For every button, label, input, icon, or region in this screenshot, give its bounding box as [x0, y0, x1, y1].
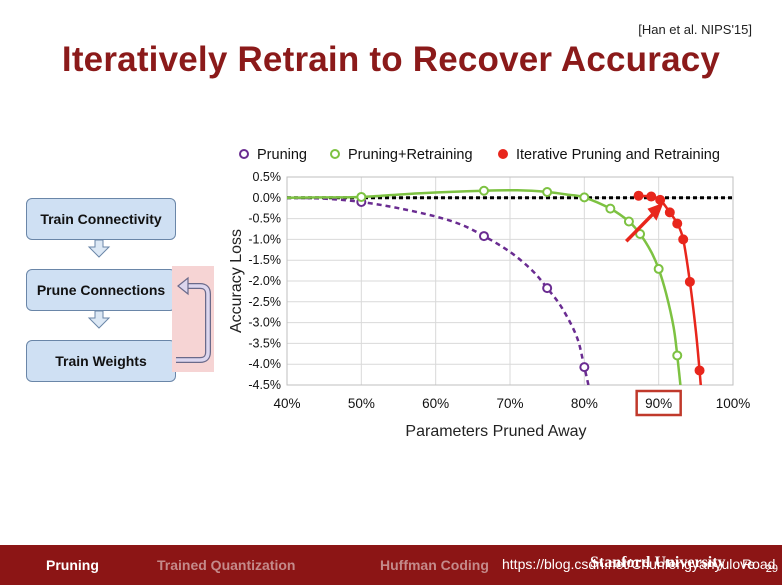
train-weights-box: Train Weights: [26, 340, 176, 382]
y-tick-label: -3.5%: [248, 336, 281, 350]
data-point: [579, 362, 590, 373]
legend-label: Iterative Pruning and Retraining: [516, 147, 720, 163]
footer-item-huffman-coding: Huffman Coding: [380, 557, 489, 573]
data-point: [646, 191, 657, 202]
page-title: Iteratively Retrain to Recover Accuracy: [61, 40, 721, 79]
y-tick-label: -2.0%: [248, 274, 281, 288]
stanford-brand: Stanford University: [590, 554, 726, 571]
legend-marker: [498, 149, 508, 159]
data-point: [605, 203, 616, 214]
x-tick-label: 60%: [422, 396, 449, 411]
data-point: [678, 234, 689, 245]
plot-frame: [286, 176, 734, 386]
x-tick-label: 90%: [645, 396, 672, 411]
y-tick-label: -1.0%: [248, 232, 281, 246]
footer-item-trained-quantization: Trained Quantization: [157, 557, 296, 573]
y-tick-label: -2.5%: [248, 295, 281, 309]
y-axis-label: Accuracy Loss: [228, 229, 245, 333]
x-tick-label: 70%: [496, 396, 523, 411]
data-point: [356, 191, 367, 202]
data-point: [542, 283, 553, 294]
data-point: [655, 194, 666, 205]
y-tick-label: -4.0%: [248, 357, 281, 371]
watermark-url: https://blog.csdn.net/Chunfengyanyulove: [502, 556, 755, 572]
data-point: [579, 192, 590, 203]
watermark-overlay: Road: [742, 556, 776, 572]
series-line-2: [638, 194, 703, 385]
data-point: [478, 231, 489, 242]
series-line-0: [287, 196, 590, 385]
x-axis-label: Parameters Pruned Away: [405, 423, 586, 440]
footer: Pruning Trained Quantization Huffman Cod…: [0, 545, 782, 585]
citation: [Han et al. NIPS'15]: [638, 22, 752, 37]
data-point: [623, 216, 634, 227]
legend-label: Pruning: [257, 147, 307, 163]
series-line-1: [287, 188, 682, 385]
y-tick-label: -4.5%: [248, 378, 281, 392]
prune-connections-box: Prune Connections: [26, 269, 176, 311]
y-tick-label: 0.0%: [253, 191, 282, 205]
y-tick-label: 0.5%: [253, 170, 282, 184]
annotation-arrowhead-icon: [647, 202, 664, 221]
x-tick-label: 100%: [716, 396, 751, 411]
data-point: [478, 185, 489, 196]
data-point: [672, 218, 683, 229]
chart: 0.5% 0.0% -0.5% -1.0% -1.5% -2.0% -2.5% -3.0% -3…: [228, 147, 751, 440]
page-number: 29: [765, 563, 778, 575]
x-tick-label: 50%: [348, 396, 375, 411]
y-tick-label: -1.5%: [248, 253, 281, 267]
legend-marker: [239, 149, 249, 159]
x-tick-label: 40%: [273, 396, 300, 411]
legend-marker: [330, 149, 340, 159]
data-point: [635, 228, 646, 239]
data-point: [672, 350, 683, 361]
y-tick-label: -3.0%: [248, 316, 281, 330]
data-point: [633, 190, 644, 201]
highlight-90-box: [635, 389, 682, 417]
y-tick-label: -0.5%: [248, 212, 281, 226]
x-tick-label: 80%: [571, 396, 598, 411]
data-point: [653, 263, 664, 274]
data-point: [542, 186, 553, 197]
data-point: [664, 207, 675, 218]
data-point: [684, 276, 695, 287]
legend-label: Pruning+Retraining: [348, 147, 473, 163]
data-point: [694, 365, 705, 376]
train-connectivity-box: Train Connectivity: [26, 198, 176, 240]
footer-item-pruning: Pruning: [46, 557, 99, 573]
